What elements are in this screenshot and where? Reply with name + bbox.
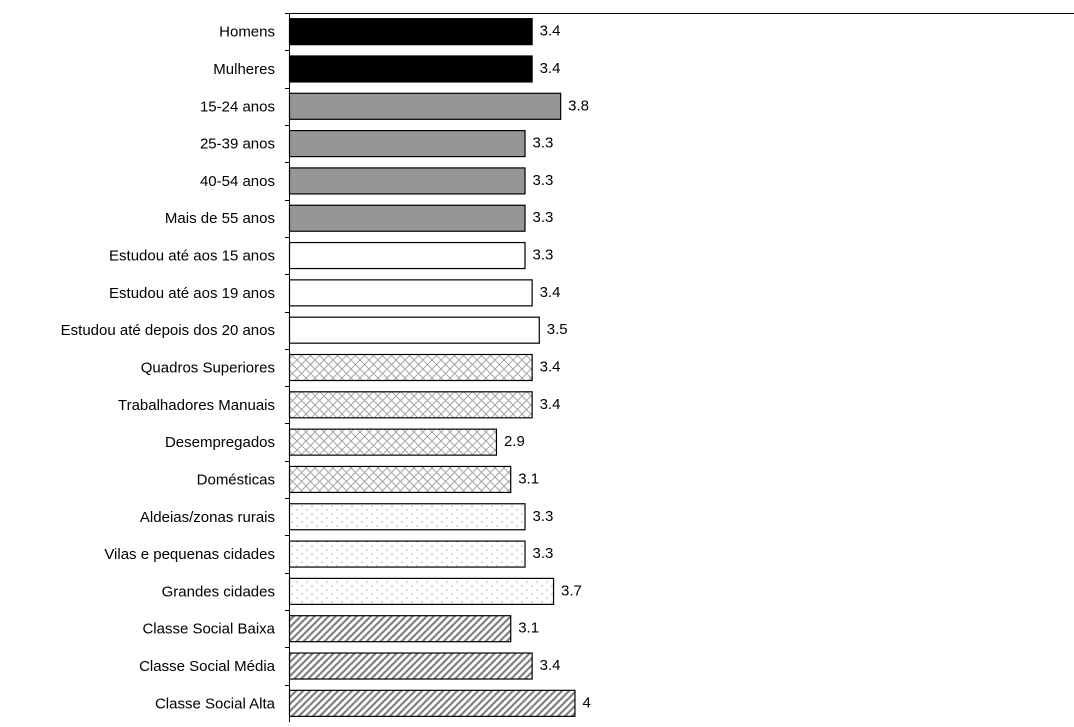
- bar: [288, 241, 526, 270]
- bar: [288, 18, 533, 46]
- bar: [288, 577, 555, 605]
- category-label: Homens: [219, 24, 275, 41]
- category-label: Trabalhadores Manuais: [118, 397, 275, 414]
- data-label: 3.4: [540, 359, 561, 376]
- bar: [288, 391, 533, 419]
- data-label: 3.4: [540, 60, 561, 77]
- bar: [288, 316, 540, 344]
- bar: [288, 652, 533, 680]
- category-label: Classe Social Baixa: [142, 621, 275, 638]
- data-label: 3.3: [533, 247, 554, 264]
- category-label: Vilas e pequenas cidades: [104, 546, 275, 563]
- category-label: Grandes cidades: [162, 583, 275, 600]
- bar: [288, 615, 512, 643]
- category-label: Domésticas: [197, 471, 275, 488]
- data-label: 4: [582, 694, 590, 711]
- bar: [288, 689, 576, 717]
- category-label: 15-24 anos: [200, 98, 275, 115]
- category-label: 40-54 anos: [200, 173, 275, 190]
- labels-layer: Homens 3.4 Mulheres 3.4 15-24 anos 3.8 25-39 a…: [61, 23, 591, 713]
- category-label: Desempregados: [165, 434, 275, 451]
- category-label: Mulheres: [213, 61, 275, 78]
- data-label: 3.1: [518, 620, 539, 637]
- data-label: 3.5: [547, 321, 568, 338]
- category-label: Estudou até depois dos 20 anos: [61, 322, 275, 339]
- data-label: 3.3: [533, 135, 554, 152]
- data-label: 3.4: [540, 396, 561, 413]
- data-label: 3.7: [561, 582, 582, 599]
- category-label: Estudou até aos 15 anos: [109, 248, 275, 265]
- data-label: 3.4: [540, 657, 561, 674]
- data-label: 3.3: [533, 209, 554, 226]
- data-label: 3.8: [568, 97, 589, 114]
- bar: [288, 167, 526, 195]
- bar: [288, 55, 533, 83]
- data-label: 3.3: [533, 545, 554, 562]
- data-label: 3.4: [540, 23, 561, 40]
- data-label: 3.4: [540, 284, 561, 301]
- category-label: 25-39 anos: [200, 136, 275, 153]
- bar: [288, 540, 526, 568]
- data-label: 3.1: [518, 470, 539, 487]
- bar: [288, 428, 498, 456]
- bars-layer: [288, 18, 576, 717]
- category-label: Classe Social Alta: [155, 695, 276, 712]
- category-label: Estudou até aos 19 anos: [109, 285, 275, 302]
- category-label: Mais de 55 anos: [165, 210, 275, 227]
- data-label: 3.3: [533, 508, 554, 525]
- bar: [288, 279, 533, 307]
- bar: [288, 353, 533, 382]
- bar: [288, 465, 512, 494]
- bar: [288, 130, 526, 158]
- bar: [288, 503, 526, 531]
- bar: [288, 92, 562, 120]
- category-label: Classe Social Média: [139, 658, 276, 675]
- data-label: 2.9: [504, 433, 525, 450]
- bar: [288, 204, 526, 232]
- category-label: Quadros Superiores: [141, 360, 275, 377]
- category-label: Aldeias/zonas rurais: [140, 509, 275, 526]
- data-label: 3.3: [533, 172, 554, 189]
